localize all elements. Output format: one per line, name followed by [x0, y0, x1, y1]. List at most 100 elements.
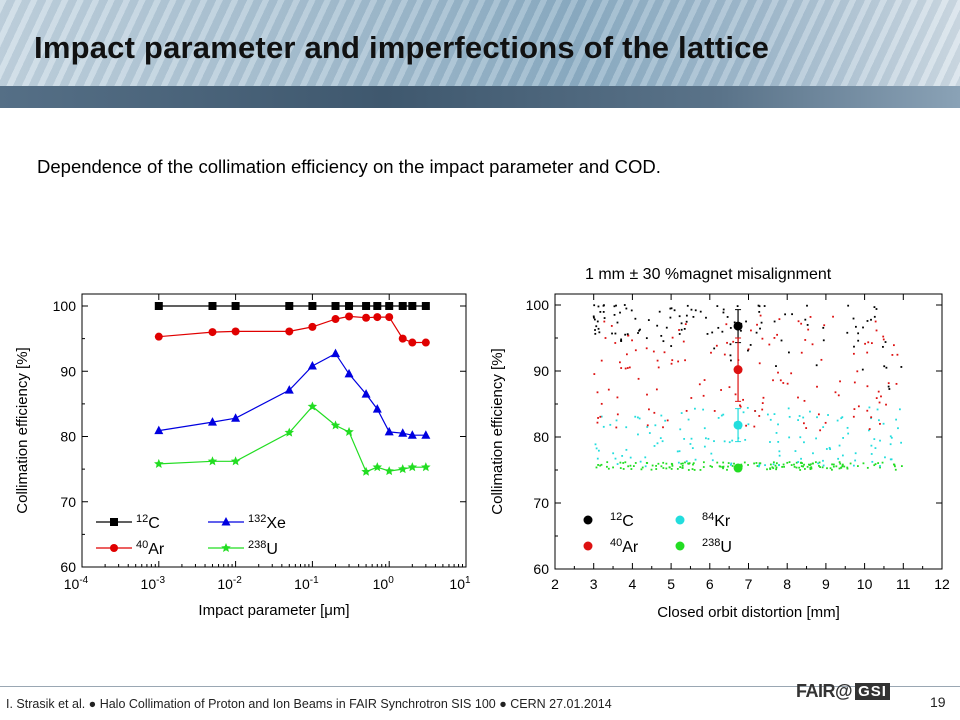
chart2-scatter-point-238U: [680, 462, 683, 465]
chart2-scatter-point-238U: [670, 462, 673, 465]
chart2-scatter-point-12C: [662, 340, 665, 343]
chart2-ytick-label: 90: [533, 363, 549, 379]
chart2-scatter-point-40Ar: [745, 424, 748, 427]
chart2-scatter-point-12C: [656, 324, 659, 327]
chart2-scatter-point-84Kr: [609, 423, 612, 426]
chart1-point-40Ar: [231, 327, 240, 336]
chart2-scatter-point-40Ar: [768, 343, 771, 346]
chart1-point-40Ar: [331, 315, 340, 324]
chart2-scatter-point-238U: [843, 465, 846, 468]
chart2-scatter-point-84Kr: [777, 440, 780, 443]
chart2-scatter-point-40Ar: [610, 325, 613, 327]
chart2-scatter-point-84Kr: [889, 458, 892, 461]
chart2-scatter-point-40Ar: [645, 347, 648, 350]
chart2-scatter-point-238U: [709, 465, 712, 467]
chart2-scatter-point-84Kr: [648, 432, 651, 434]
chart2-scatter-point-238U: [676, 468, 679, 470]
chart2-scatter-point-12C: [791, 313, 793, 316]
chart2-scatter-point-12C: [594, 329, 596, 331]
chart2-scatter-point-84Kr: [602, 425, 605, 428]
chart2-scatter-point-40Ar: [864, 342, 866, 345]
chart2-scatter-point-238U: [801, 462, 803, 465]
chart2-scatter-point-238U: [726, 468, 728, 471]
chart2-scatter-point-238U: [722, 461, 725, 464]
chart2-scatter-point-84Kr: [812, 452, 814, 455]
chart2-scatter-point-238U: [809, 467, 812, 469]
chart2-scatter-point-84Kr: [890, 436, 893, 439]
chart2-scatter-point-84Kr: [854, 459, 857, 462]
chart2-scatter-point-40Ar: [603, 320, 606, 323]
chart2-scatter-point-84Kr: [870, 453, 873, 455]
chart2-scatter-point-40Ar: [776, 333, 779, 336]
chart2-scatter-point-40Ar: [824, 421, 827, 424]
chart2-scatter-point-12C: [887, 385, 890, 388]
chart2-xtick-label: 12: [934, 576, 950, 592]
chart2-scatter-point-84Kr: [717, 417, 720, 419]
chart1-point-238U: [284, 427, 295, 437]
chart2-scatter-point-84Kr: [868, 406, 871, 409]
chart2-scatter-point-84Kr: [710, 452, 713, 455]
chart1-point-12C: [373, 302, 382, 310]
chart2-scatter-point-12C: [639, 328, 641, 331]
chart2-scatter-point-238U: [894, 465, 896, 468]
chart2-scatter-point-12C: [625, 307, 628, 310]
chart2-scatter-point-12C: [763, 305, 766, 307]
chart2-scatter-point-40Ar: [892, 344, 895, 347]
chart2-scatter-point-84Kr: [595, 447, 598, 450]
chart2-scatter-point-238U: [775, 466, 778, 469]
chart2-scatter-point-84Kr: [612, 452, 615, 455]
chart1-ylabel: Collimation efficiency [%]: [14, 347, 31, 513]
chart2-scatter-point-40Ar: [895, 382, 898, 385]
chart2-scatter-point-238U: [793, 463, 795, 466]
chart2-scatter-point-40Ar: [758, 415, 761, 417]
chart1-point-132Xe: [407, 430, 417, 439]
chart2-scatter-point-12C: [733, 321, 736, 324]
chart2-scatter-point-238U: [622, 462, 625, 464]
chart1-point-238U: [230, 456, 241, 466]
chart2-scatter-point-12C: [854, 325, 857, 328]
chart2-scatter-point-40Ar: [728, 386, 731, 389]
chart2-scatter-point-12C: [760, 321, 763, 324]
chart2-scatter-point-12C: [861, 368, 864, 371]
footer-text: I. Strasik et al. ● Halo Collimation of …: [6, 697, 612, 711]
chart2-scatter-point-40Ar: [762, 396, 765, 399]
chart2-scatter-point-238U: [838, 467, 841, 470]
chart2-scatter-point-40Ar: [690, 397, 693, 399]
chart2-scatter-point-84Kr: [639, 460, 642, 463]
chart2-scatter-point-40Ar: [853, 408, 856, 410]
chart2-scatter-point-40Ar: [657, 366, 660, 369]
chart2-scatter-point-84Kr: [766, 413, 769, 416]
chart2-scatter-point-238U: [839, 462, 842, 465]
chart2-scatter-point-238U: [900, 465, 903, 467]
chart2-scatter-point-40Ar: [807, 328, 810, 331]
chart1-point-132Xe: [307, 361, 317, 370]
chart2-scatter-point-84Kr: [868, 429, 870, 432]
chart2-scatter-point-238U: [722, 467, 724, 470]
chart2-scatter-point-40Ar: [834, 391, 837, 394]
chart2-scatter-point-238U: [840, 466, 842, 469]
chart2-scatter-point-84Kr: [711, 459, 714, 462]
chart2-scatter-point-40Ar: [656, 359, 659, 362]
chart2-scatter-point-84Kr: [637, 433, 639, 436]
chart2-scatter-point-12C: [822, 339, 825, 342]
chart2-scatter-point-238U: [755, 462, 758, 464]
chart1-legend-label-132Xe: 132Xe: [248, 513, 286, 532]
chart2-scatter-point-238U: [681, 467, 684, 469]
chart2-scatter-point-238U: [873, 464, 876, 467]
chart2-scatter-point-12C: [755, 331, 758, 334]
chart2-scatter-point-40Ar: [739, 404, 741, 407]
chart2-scatter-point-40Ar: [882, 338, 885, 341]
chart2-scatter-point-238U: [634, 462, 637, 464]
chart2-scatter-point-238U: [799, 469, 802, 471]
chart2-scatter-point-238U: [660, 465, 663, 468]
chart1-point-238U: [330, 420, 341, 430]
chart2-scatter-point-238U: [881, 461, 884, 464]
chart2-scatter-point-12C: [683, 327, 686, 330]
chart1-xtick-label: 10-4: [64, 575, 89, 592]
chart2-scatter-point-12C: [678, 315, 681, 318]
chart2-scatter-point-12C: [603, 317, 606, 319]
chart2-scatter-point-40Ar: [723, 353, 726, 356]
chart2-scatter-point-238U: [804, 468, 806, 470]
chart2-scatter-point-40Ar: [715, 344, 718, 347]
chart1-xtick-label: 101: [449, 575, 471, 592]
